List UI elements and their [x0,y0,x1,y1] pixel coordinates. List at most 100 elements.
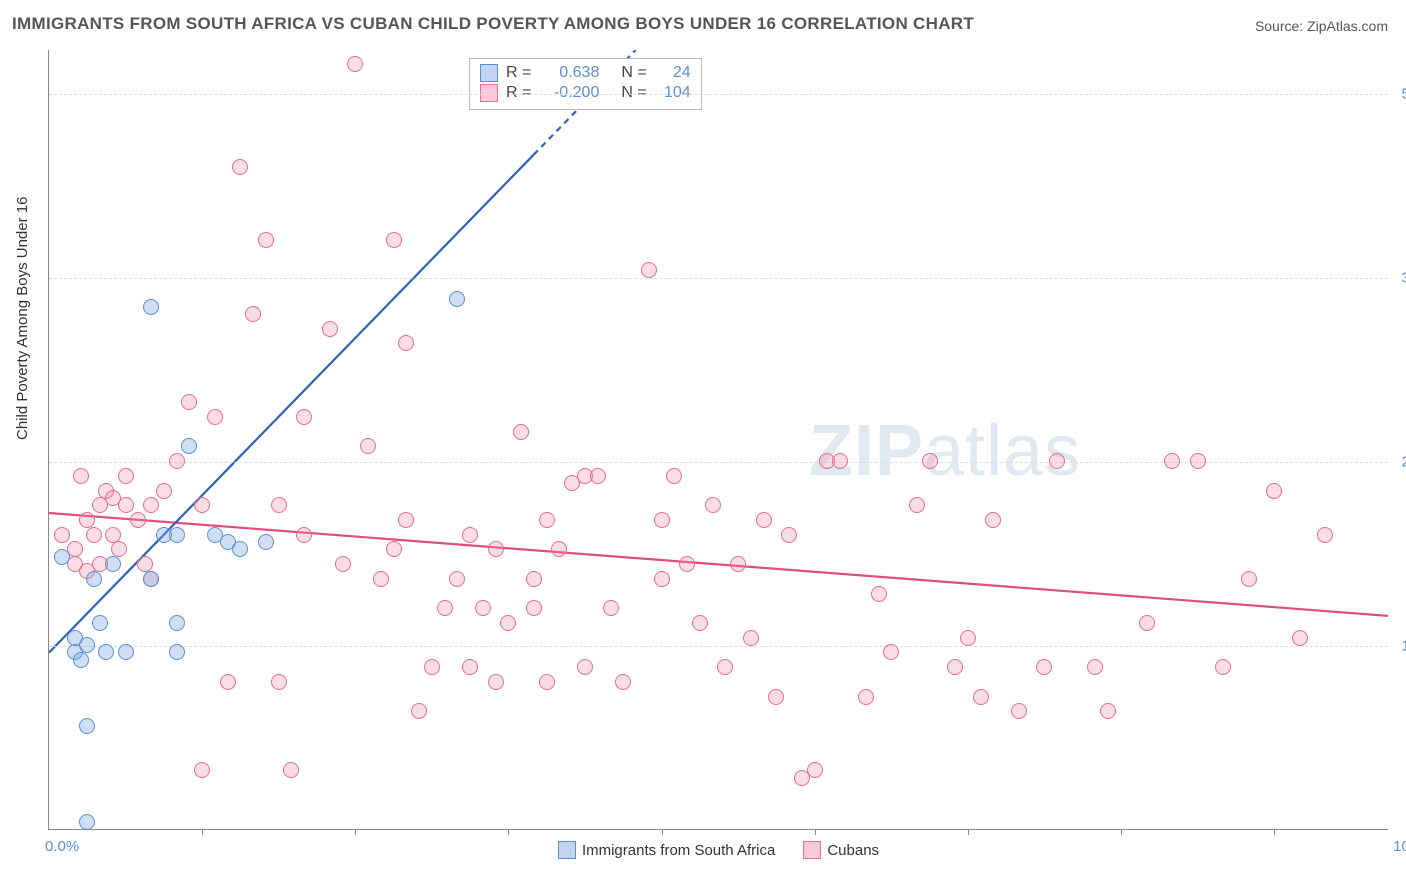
plot-area: ZIPatlas R = 0.638 N = 24 R = -0.200 N =… [48,50,1388,830]
scatter-point-pink [756,512,772,528]
swatch-pink-icon [480,84,498,102]
scatter-point-pink [73,468,89,484]
scatter-point-pink [1317,527,1333,543]
gridline-h [49,94,1388,95]
scatter-point-pink [1190,453,1206,469]
scatter-point-pink [105,527,121,543]
scatter-point-pink [258,232,274,248]
scatter-point-blue [169,527,185,543]
scatter-point-pink [577,659,593,675]
scatter-point-pink [960,630,976,646]
scatter-point-blue [73,652,89,668]
scatter-point-pink [386,541,402,557]
scatter-point-blue [54,549,70,565]
scatter-point-blue [169,644,185,660]
y-tick-label: 37.5% [1401,270,1406,287]
chart-title: IMMIGRANTS FROM SOUTH AFRICA VS CUBAN CH… [12,14,974,34]
scatter-point-blue [169,615,185,631]
scatter-point-pink [1164,453,1180,469]
x-tick-mark [202,829,203,835]
scatter-point-blue [143,299,159,315]
scatter-point-pink [526,600,542,616]
scatter-point-pink [449,571,465,587]
scatter-point-pink [130,512,146,528]
scatter-point-pink [922,453,938,469]
trendlines-svg [49,50,1388,829]
scatter-point-blue [258,534,274,550]
scatter-point-pink [86,527,102,543]
source-label: Source: ZipAtlas.com [1255,18,1388,34]
scatter-point-pink [1266,483,1282,499]
scatter-point-pink [654,571,670,587]
scatter-point-pink [398,335,414,351]
scatter-point-pink [615,674,631,690]
scatter-point-pink [807,762,823,778]
scatter-point-blue [232,541,248,557]
x-tick-mark [1274,829,1275,835]
scatter-point-pink [539,512,555,528]
scatter-point-blue [143,571,159,587]
scatter-point-pink [500,615,516,631]
scatter-point-pink [322,321,338,337]
scatter-point-pink [411,703,427,719]
scatter-point-pink [296,527,312,543]
scatter-point-pink [871,586,887,602]
scatter-point-pink [283,762,299,778]
scatter-point-pink [1241,571,1257,587]
scatter-point-pink [909,497,925,513]
scatter-point-pink [717,659,733,675]
scatter-point-pink [1036,659,1052,675]
n-value-pink: 104 [655,84,691,102]
gridline-h [49,278,1388,279]
swatch-blue-icon [558,841,576,859]
scatter-point-pink [1292,630,1308,646]
scatter-point-pink [603,600,619,616]
legend-stats-box: R = 0.638 N = 24 R = -0.200 N = 104 [469,58,702,110]
scatter-point-pink [386,232,402,248]
x-tick-mark [1121,829,1122,835]
x-tick-mark [355,829,356,835]
n-label: N = [621,64,646,82]
scatter-point-pink [245,306,261,322]
scatter-point-pink [730,556,746,572]
legend-stats-row-pink: R = -0.200 N = 104 [480,83,691,103]
scatter-point-pink [1011,703,1027,719]
scatter-point-pink [488,541,504,557]
x-tick-mark [968,829,969,835]
scatter-point-pink [488,674,504,690]
scatter-point-pink [590,468,606,484]
bottom-legend: Immigrants from South Africa Cubans [49,841,1388,859]
x-tick-mark [815,829,816,835]
scatter-point-pink [296,409,312,425]
scatter-point-pink [883,644,899,660]
scatter-point-pink [232,159,248,175]
gridline-h [49,462,1388,463]
y-tick-label: 12.5% [1401,638,1406,655]
watermark: ZIPatlas [809,410,1081,492]
scatter-point-pink [1049,453,1065,469]
scatter-point-pink [858,689,874,705]
scatter-point-pink [705,497,721,513]
scatter-point-pink [781,527,797,543]
scatter-point-blue [98,644,114,660]
x-tick-mark [662,829,663,835]
scatter-point-pink [539,674,555,690]
scatter-point-pink [1139,615,1155,631]
scatter-point-pink [462,659,478,675]
scatter-point-pink [1087,659,1103,675]
scatter-point-blue [105,556,121,572]
legend-item-pink: Cubans [803,841,879,859]
scatter-point-pink [360,438,376,454]
scatter-point-pink [181,394,197,410]
y-tick-label: 25.0% [1401,454,1406,471]
y-tick-label: 50.0% [1401,86,1406,103]
scatter-point-pink [743,630,759,646]
scatter-point-pink [462,527,478,543]
n-value-blue: 24 [655,64,691,82]
scatter-point-pink [194,762,210,778]
watermark-light: atlas [924,411,1081,491]
scatter-point-pink [194,497,210,513]
r-label: R = [506,64,531,82]
scatter-point-pink [271,497,287,513]
trendline [49,513,1388,616]
